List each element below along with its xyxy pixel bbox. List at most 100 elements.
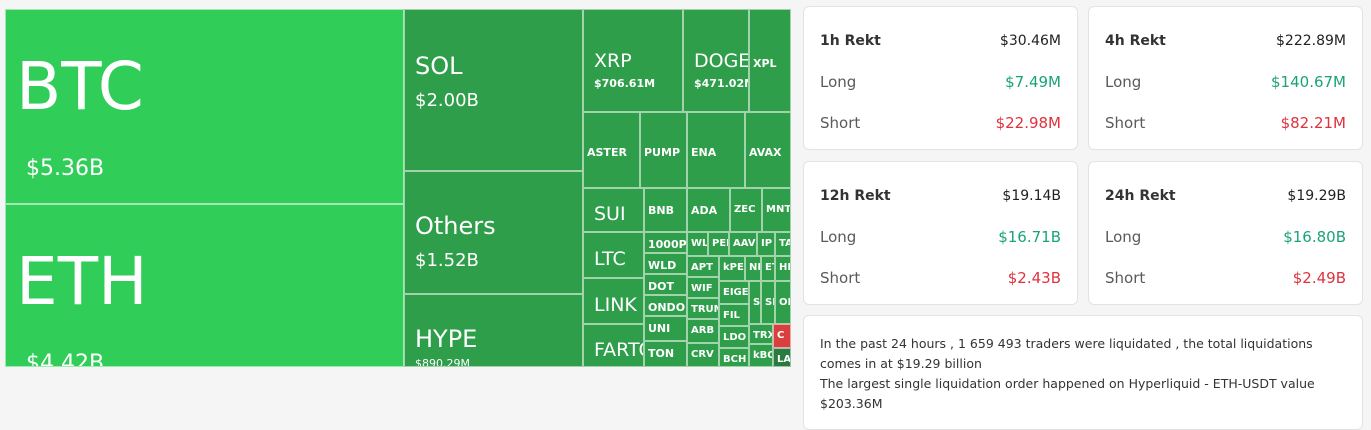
treemap-tile-kpepe[interactable]: kPEPE bbox=[719, 256, 745, 281]
long-value: $140.67M bbox=[1271, 73, 1346, 91]
treemap-tile-pengu[interactable]: PENGU bbox=[708, 232, 729, 256]
tile-symbol: XPL bbox=[753, 56, 777, 70]
treemap-tile-xpl[interactable]: XPL bbox=[749, 9, 791, 112]
short-label: Short bbox=[820, 114, 861, 132]
treemap-tile-sui[interactable]: SUI bbox=[583, 188, 644, 232]
treemap-tile-zec[interactable]: ZEC bbox=[730, 188, 762, 232]
tile-symbol: TAO bbox=[779, 238, 790, 249]
summary-line-1: In the past 24 hours , 1 659 493 traders… bbox=[820, 336, 1313, 371]
treemap-tile-op[interactable]: OP bbox=[775, 281, 791, 324]
treemap-tile-tao[interactable]: TAO bbox=[775, 232, 791, 256]
summary-line-2: The largest single liquidation order hap… bbox=[820, 376, 1315, 411]
tile-symbol: kPEPE bbox=[723, 262, 744, 273]
treemap-tile-etc[interactable]: ETC bbox=[761, 256, 775, 281]
treemap-tile-trump[interactable]: TRUMP bbox=[687, 298, 719, 319]
treemap-tile-kbonk[interactable]: kBONK bbox=[749, 344, 773, 367]
treemap-tile-trx[interactable]: TRX bbox=[749, 324, 773, 344]
short-label: Short bbox=[1105, 269, 1146, 287]
long-label: Long bbox=[820, 228, 857, 246]
treemap-tile-link[interactable]: LINK bbox=[583, 278, 644, 324]
treemap-tile-mnt[interactable]: MNT bbox=[762, 188, 791, 232]
treemap-tile-ton[interactable]: TON bbox=[644, 341, 687, 367]
tile-value: $706.61M bbox=[594, 77, 656, 90]
treemap-tile-dot[interactable]: DOT bbox=[644, 274, 687, 295]
tile-symbol: LDO bbox=[723, 332, 747, 343]
tile-symbol: HYPE bbox=[415, 325, 478, 353]
tile-symbol: BTC bbox=[16, 48, 144, 125]
rekt-card-1h: 1h Rekt $30.46M Long $7.49M Short $22.98M bbox=[803, 6, 1078, 150]
tile-symbol: APT bbox=[691, 262, 713, 273]
treemap-tile-wif[interactable]: WIF bbox=[687, 277, 719, 298]
tile-symbol: Others bbox=[415, 212, 496, 240]
short-value: $2.43B bbox=[1007, 269, 1061, 287]
treemap-tile-la[interactable]: LA bbox=[773, 348, 791, 367]
tile-value: $4.42B bbox=[26, 351, 105, 367]
treemap-tile-arb[interactable]: ARB bbox=[687, 319, 719, 343]
long-value: $16.71B bbox=[998, 228, 1061, 246]
treemap-tile-1000pepe[interactable]: 1000PEPE bbox=[644, 232, 687, 253]
treemap-tile-others[interactable]: Others $1.52B bbox=[404, 171, 583, 294]
treemap-tile-bch[interactable]: BCH bbox=[719, 348, 749, 367]
long-label: Long bbox=[820, 73, 857, 91]
short-label: Short bbox=[1105, 114, 1146, 132]
treemap-tile-ip[interactable]: IP bbox=[757, 232, 775, 256]
treemap-tile-ena[interactable]: ENA bbox=[687, 112, 745, 188]
card-title: 1h Rekt bbox=[820, 33, 881, 49]
short-value: $2.49B bbox=[1292, 269, 1346, 287]
treemap-tile-ada[interactable]: ADA bbox=[687, 188, 730, 232]
tile-symbol: S bbox=[753, 297, 761, 308]
treemap-tile-btc[interactable]: BTC $5.36B bbox=[5, 9, 404, 204]
treemap-tile-hype[interactable]: HYPE $890.29M bbox=[404, 294, 583, 367]
treemap-tile-eth[interactable]: ETH $4.42B bbox=[5, 204, 404, 367]
treemap-tile-fil[interactable]: FIL bbox=[719, 304, 749, 326]
tile-symbol: SEI bbox=[765, 297, 774, 308]
treemap-tile-c[interactable]: C bbox=[773, 324, 791, 348]
treemap-tile-wld[interactable]: WLD bbox=[644, 253, 687, 274]
treemap-tile-near[interactable]: NEAR bbox=[745, 256, 761, 281]
tile-symbol: MNT bbox=[766, 204, 791, 215]
treemap-tile-aster[interactable]: ASTER bbox=[583, 112, 640, 188]
liquidation-treemap: BTC $5.36B ETH $4.42B SOL $2.00B Others $1.52B H… bbox=[5, 9, 791, 367]
tile-value: $5.36B bbox=[26, 156, 105, 181]
short-value: $82.21M bbox=[1280, 114, 1346, 132]
tile-symbol: ENA bbox=[691, 146, 717, 159]
treemap-tile-aave[interactable]: AAVE bbox=[729, 232, 757, 256]
tile-symbol: AAVE bbox=[733, 238, 756, 249]
tile-symbol: TRX bbox=[753, 330, 772, 341]
treemap-tile-wlfi[interactable]: WLFI bbox=[687, 232, 708, 256]
tile-symbol: ETH bbox=[16, 243, 148, 320]
treemap-tile-apt[interactable]: APT bbox=[687, 256, 719, 277]
treemap-tile-fartcoin[interactable]: FARTCOIN bbox=[583, 324, 644, 367]
tile-symbol: PUMP bbox=[644, 146, 681, 159]
tile-symbol: AVAX bbox=[749, 146, 782, 159]
tile-symbol: OP bbox=[779, 297, 790, 308]
treemap-tile-ltc[interactable]: LTC bbox=[583, 232, 644, 278]
treemap-tile-xrp[interactable]: XRP $706.61M bbox=[583, 9, 683, 112]
treemap-tile-ondo[interactable]: ONDO bbox=[644, 295, 687, 316]
short-value: $22.98M bbox=[995, 114, 1061, 132]
tile-symbol: DOGE bbox=[694, 50, 749, 72]
tile-symbol: FARTCOIN bbox=[594, 338, 643, 361]
tile-symbol: ONDO bbox=[648, 301, 686, 314]
liquidation-summary: In the past 24 hours , 1 659 493 traders… bbox=[803, 315, 1363, 430]
tile-symbol: TRUMP bbox=[691, 304, 718, 315]
tile-symbol: ARB bbox=[691, 325, 715, 336]
treemap-tile-sei[interactable]: SEI bbox=[761, 281, 775, 324]
treemap-tile-hbar[interactable]: HBAR bbox=[775, 256, 791, 281]
treemap-tile-eigen[interactable]: EIGEN bbox=[719, 281, 749, 304]
treemap-tile-bnb[interactable]: BNB bbox=[644, 188, 687, 232]
tile-symbol: WIF bbox=[691, 283, 713, 294]
treemap-tile-crv[interactable]: CRV bbox=[687, 343, 719, 367]
treemap-tile-uni[interactable]: UNI bbox=[644, 316, 687, 341]
tile-value: $471.02M bbox=[694, 77, 749, 90]
treemap-tile-pump[interactable]: PUMP bbox=[640, 112, 687, 188]
treemap-tile-ldo[interactable]: LDO bbox=[719, 326, 749, 348]
tile-symbol: PENGU bbox=[712, 238, 728, 249]
long-value: $16.80B bbox=[1283, 228, 1346, 246]
treemap-tile-sol[interactable]: SOL $2.00B bbox=[404, 9, 583, 171]
tile-symbol: ETC bbox=[765, 262, 774, 273]
treemap-tile-avax[interactable]: AVAX bbox=[745, 112, 791, 188]
treemap-tile-doge[interactable]: DOGE $471.02M bbox=[683, 9, 749, 112]
tile-symbol: FIL bbox=[723, 310, 740, 321]
treemap-tile-s[interactable]: S bbox=[749, 281, 761, 324]
